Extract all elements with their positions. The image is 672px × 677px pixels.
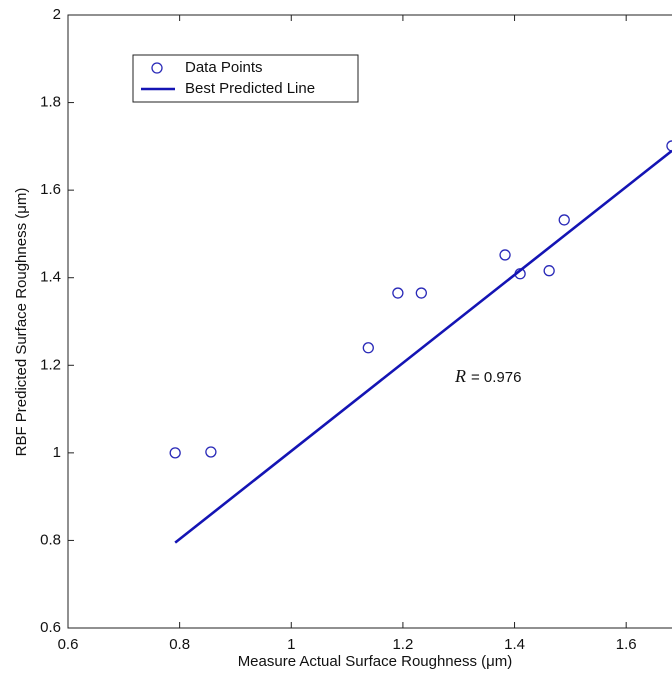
y-tick-label: 1 <box>53 444 61 461</box>
best-fit-line <box>174 149 672 544</box>
annotation-symbol: R <box>454 366 466 386</box>
y-tick-label: 1.8 <box>40 94 61 111</box>
annotation: R = 0.976 <box>454 366 521 386</box>
annotation-text: = 0.976 <box>471 369 521 386</box>
legend-label: Data Points <box>185 59 263 76</box>
legend: Data Points Best Predicted Line <box>132 54 359 103</box>
x-axis-label: Measure Actual Surface Roughness (μm) <box>238 653 513 670</box>
plot-frame <box>67 14 672 629</box>
legend-marker <box>151 62 163 74</box>
y-tick-label: 1.2 <box>40 356 61 373</box>
data-point <box>169 447 181 459</box>
y-tick-label: 1.4 <box>40 269 61 286</box>
x-tick-label: 1.6 <box>616 636 637 653</box>
y-tick-label: 0.8 <box>40 531 61 548</box>
x-tick-label: 0.8 <box>169 636 190 653</box>
data-point <box>543 265 555 277</box>
x-tick-label: 1 <box>287 636 295 653</box>
y-tick-label: 2 <box>53 6 61 23</box>
x-tick-label: 0.6 <box>58 636 79 653</box>
x-tick-label: 1.2 <box>392 636 413 653</box>
data-point <box>499 249 511 261</box>
legend-label: Best Predicted Line <box>185 80 315 97</box>
y-tick-label: 0.6 <box>40 619 61 636</box>
legend-box <box>132 54 359 103</box>
y-tick-label: 1.6 <box>40 181 61 198</box>
x-tick-label: 1.4 <box>504 636 525 653</box>
data-point <box>415 287 427 299</box>
data-point <box>362 342 374 354</box>
data-point <box>392 287 404 299</box>
data-point <box>558 214 570 226</box>
y-axis-label: RBF Predicted Surface Roughness (μm) <box>13 188 30 457</box>
data-point <box>205 446 217 458</box>
data-point <box>666 140 672 152</box>
